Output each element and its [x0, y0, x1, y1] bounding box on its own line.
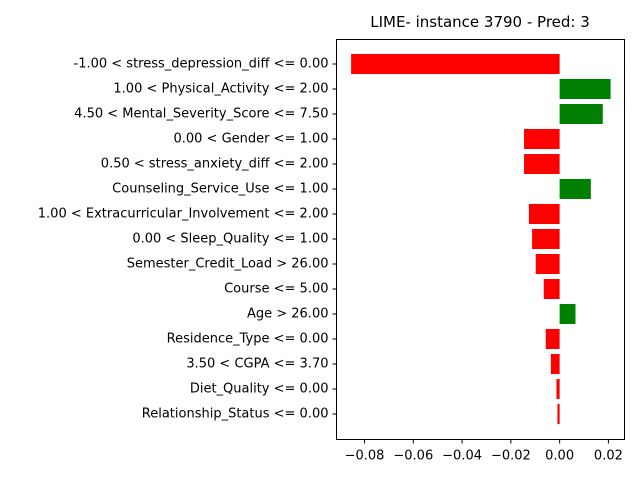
y-tick-label: Relationship_Status <= 0.00: [142, 407, 329, 422]
bar: [351, 54, 560, 74]
plot-frame: [336, 39, 625, 440]
x-tick-label: −0.08: [345, 449, 385, 464]
bar: [556, 379, 560, 399]
y-tick-label: 1.00 < Physical_Activity <= 2.00: [113, 82, 328, 97]
y-tick-label: Counseling_Service_Use <= 1.00: [112, 182, 328, 197]
bar: [528, 204, 560, 224]
x-tick-label: −0.04: [442, 449, 482, 464]
y-tick-label: Course <= 5.00: [224, 282, 328, 297]
y-tick-label: Diet_Quality <= 0.00: [190, 382, 329, 397]
bar: [545, 329, 560, 349]
x-tick-label: −0.02: [491, 449, 531, 464]
y-tick-label: Semester_Credit_Load > 26.00: [127, 257, 329, 272]
bar: [532, 229, 560, 249]
x-tick-label: −0.06: [393, 449, 433, 464]
x-tick-label: 0.02: [594, 449, 623, 464]
y-tick-label: 0.00 < Sleep_Quality <= 1.00: [132, 232, 328, 247]
bar: [543, 279, 560, 299]
y-tick-label: 0.00 < Gender <= 1.00: [173, 132, 328, 147]
bar: [550, 354, 560, 374]
bar: [524, 129, 560, 149]
bars-group: [351, 54, 611, 424]
y-tick-label: -1.00 < stress_depression_diff <= 0.00: [74, 57, 329, 72]
bar: [559, 104, 603, 124]
y-tick-label: 1.00 < Extracurricular_Involvement <= 2.…: [38, 207, 329, 222]
y-tick-label: 4.50 < Mental_Severity_Score <= 7.50: [74, 107, 328, 122]
bar: [524, 154, 560, 174]
y-tick-labels: -1.00 < stress_depression_diff <= 0.00 1.…: [38, 57, 337, 422]
chart-title: LIME- instance 3790 - Pred: 3: [370, 13, 590, 31]
y-tick-label: 3.50 < CGPA <= 3.70: [186, 357, 328, 372]
x-tick-label: 0.00: [545, 449, 574, 464]
bar: [559, 179, 591, 199]
y-tick-label: Age > 26.00: [247, 307, 329, 322]
bar: [559, 304, 576, 324]
y-tick-label: 0.50 < stress_anxiety_diff <= 2.00: [101, 157, 329, 172]
bar: [559, 79, 611, 99]
bar: [535, 254, 560, 274]
bar: [557, 404, 560, 424]
x-axis: −0.08 −0.06 −0.04 −0.02 0.00 0.02: [345, 439, 623, 464]
y-tick-label: Residence_Type <= 0.00: [167, 332, 329, 347]
